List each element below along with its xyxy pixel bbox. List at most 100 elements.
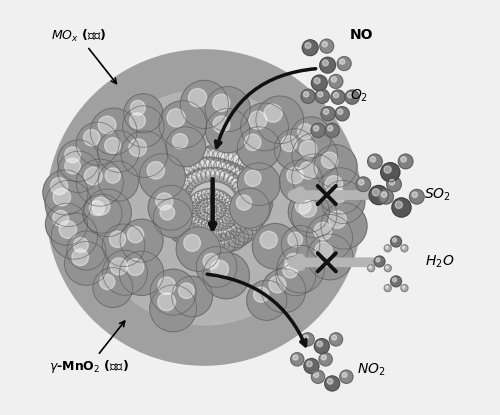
Circle shape	[170, 176, 188, 195]
Circle shape	[210, 217, 224, 231]
Circle shape	[253, 196, 262, 205]
Circle shape	[110, 231, 126, 247]
Circle shape	[203, 213, 210, 221]
Circle shape	[193, 210, 196, 213]
Circle shape	[64, 242, 108, 285]
Circle shape	[187, 210, 198, 221]
Circle shape	[110, 258, 128, 275]
Circle shape	[198, 215, 207, 225]
Circle shape	[274, 129, 316, 170]
Circle shape	[234, 169, 252, 187]
Circle shape	[369, 266, 372, 269]
Text: NO: NO	[350, 28, 373, 42]
Circle shape	[158, 205, 180, 227]
Circle shape	[225, 204, 236, 215]
Circle shape	[173, 222, 196, 245]
Circle shape	[154, 197, 177, 219]
Circle shape	[64, 147, 80, 163]
Circle shape	[226, 150, 249, 174]
Circle shape	[386, 266, 388, 269]
Circle shape	[168, 195, 174, 202]
Circle shape	[153, 192, 176, 215]
Circle shape	[194, 235, 203, 244]
Circle shape	[293, 355, 298, 360]
Circle shape	[176, 215, 183, 222]
Circle shape	[166, 127, 205, 167]
Circle shape	[260, 231, 278, 249]
Circle shape	[122, 106, 164, 147]
Circle shape	[230, 166, 248, 184]
Circle shape	[380, 163, 400, 182]
Circle shape	[197, 206, 204, 213]
Circle shape	[292, 154, 338, 200]
Circle shape	[180, 169, 186, 176]
Circle shape	[93, 268, 132, 308]
Circle shape	[156, 182, 165, 191]
Circle shape	[206, 109, 250, 153]
Circle shape	[188, 164, 194, 170]
Circle shape	[244, 199, 251, 206]
Circle shape	[226, 164, 244, 182]
Circle shape	[214, 212, 222, 219]
Circle shape	[176, 156, 185, 165]
Circle shape	[84, 189, 132, 237]
Circle shape	[198, 171, 204, 176]
Circle shape	[230, 215, 248, 232]
Circle shape	[292, 192, 337, 238]
Circle shape	[234, 200, 248, 214]
Circle shape	[152, 183, 175, 206]
Circle shape	[384, 265, 392, 272]
Circle shape	[386, 246, 388, 249]
Circle shape	[216, 209, 224, 216]
Circle shape	[194, 200, 198, 204]
Circle shape	[159, 173, 168, 182]
Circle shape	[299, 200, 316, 217]
Circle shape	[246, 169, 271, 193]
Circle shape	[207, 204, 214, 211]
Circle shape	[175, 192, 190, 206]
Circle shape	[301, 333, 314, 346]
Circle shape	[384, 285, 391, 292]
Circle shape	[208, 205, 211, 208]
Circle shape	[98, 116, 116, 134]
Circle shape	[172, 180, 180, 186]
Circle shape	[176, 150, 200, 173]
Circle shape	[192, 214, 206, 229]
Circle shape	[208, 212, 211, 214]
Circle shape	[45, 181, 92, 227]
Circle shape	[174, 169, 192, 187]
Circle shape	[198, 218, 204, 224]
Circle shape	[210, 217, 219, 226]
Circle shape	[178, 283, 194, 298]
Circle shape	[401, 245, 408, 252]
Circle shape	[301, 89, 315, 103]
Circle shape	[188, 212, 202, 227]
Circle shape	[172, 173, 190, 191]
Circle shape	[312, 370, 324, 383]
Circle shape	[370, 156, 376, 162]
Circle shape	[204, 215, 207, 217]
Circle shape	[246, 187, 252, 194]
Circle shape	[181, 217, 199, 234]
Circle shape	[166, 216, 175, 225]
Circle shape	[217, 171, 222, 176]
Circle shape	[386, 177, 402, 192]
Circle shape	[384, 245, 391, 252]
Circle shape	[320, 39, 334, 53]
Circle shape	[198, 209, 205, 216]
Circle shape	[200, 217, 215, 231]
Circle shape	[158, 277, 176, 295]
Circle shape	[194, 217, 205, 228]
Circle shape	[200, 145, 225, 170]
Circle shape	[282, 136, 297, 151]
Circle shape	[219, 170, 234, 184]
Circle shape	[324, 376, 340, 391]
Circle shape	[314, 339, 330, 354]
Circle shape	[250, 173, 260, 182]
Circle shape	[209, 189, 220, 199]
Circle shape	[382, 192, 387, 198]
Circle shape	[76, 122, 119, 165]
Circle shape	[198, 219, 208, 229]
Circle shape	[249, 192, 272, 215]
Circle shape	[251, 188, 272, 210]
